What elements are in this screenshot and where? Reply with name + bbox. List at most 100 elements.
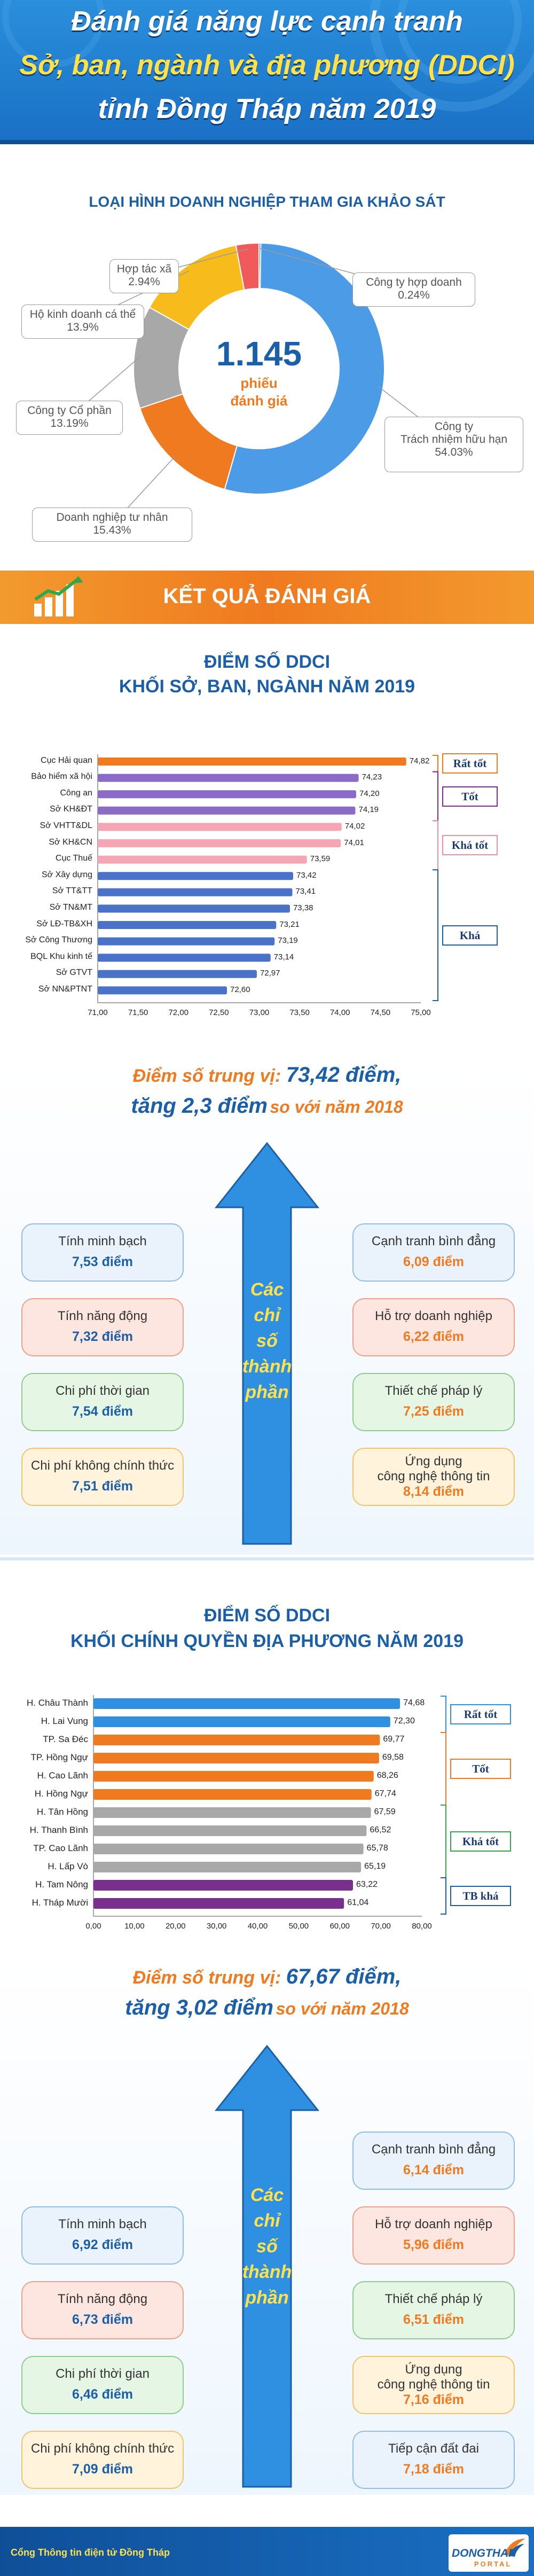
- bar-value-label: 63,22: [356, 1880, 378, 1889]
- donut-label-box-4: Hộ kinh doanh cá thể 13.9%: [21, 305, 144, 339]
- rank-bracket-1: [433, 771, 438, 822]
- dept-median-line-1: Điểm số trung vị: 73,42 điểm,: [0, 1063, 534, 1087]
- bar-value-label: 67,74: [374, 1789, 396, 1798]
- bar-0: [98, 758, 406, 766]
- title-line-1: Đánh giá năng lực cạnh tranh: [71, 6, 463, 37]
- bar-category-label: H. Tam Nông: [35, 1879, 88, 1890]
- x-tick-label: 20,00: [165, 1922, 186, 1931]
- bar-category-label: H. Hồng Ngự: [34, 1789, 88, 1799]
- bar-category-label: Sở NN&PTNT: [38, 984, 92, 994]
- bar-value-label: 74,23: [362, 772, 382, 782]
- bar-category-label: H. Thanh Bình: [29, 1825, 88, 1835]
- component-bubble: Thiết chế pháp lý 7,25 điểm: [352, 1373, 515, 1431]
- bar-value-label: 73,42: [296, 870, 317, 880]
- bar-value-label: 66,52: [370, 1825, 391, 1835]
- dongthap-portal-logo[interactable]: DONGTHAP PORTAL: [449, 2534, 529, 2572]
- arrow-word: số: [256, 2236, 278, 2257]
- dept-median-label: Điểm số trung vị:: [132, 1066, 281, 1086]
- logo-swoosh-icon: [504, 2539, 525, 2557]
- rank-bracket-2: [441, 1805, 446, 1878]
- bar-category-label: Sở KH&CN: [49, 837, 92, 847]
- bar-category-label: Sở Xây dựng: [41, 870, 92, 879]
- donut-label-box-5: Hợp tác xã 2.94%: [109, 259, 179, 293]
- bar-value-label: 73,41: [295, 887, 316, 896]
- up-arrow-icon: [214, 1142, 320, 1545]
- component-value: 8,14 điểm: [403, 1484, 464, 1499]
- component-label: Tiếp cận đất đai: [388, 2441, 479, 2456]
- local-median-section: Điểm số trung vị: 67,67 điểm, tăng 3,02 …: [0, 1961, 534, 2495]
- bar-6: [93, 1807, 371, 1818]
- donut-label-text: Hộ kinh doanh cá thể: [29, 308, 136, 321]
- rank-badge: Rất tốt: [450, 1704, 511, 1724]
- donut-center-label-1: phiếu: [240, 375, 278, 391]
- bar-5: [98, 839, 341, 847]
- bar-value-label: 74,20: [359, 789, 380, 798]
- bar-11: [98, 937, 275, 946]
- bar-1: [98, 774, 359, 782]
- rank-badge: Tốt: [450, 1759, 511, 1779]
- local-median-line-2: tăng 3,02 điểm so với năm 2018: [0, 1996, 534, 2020]
- bar-10: [98, 921, 277, 929]
- rank-badge: Tốt: [442, 786, 498, 807]
- donut-label-value: 54.03%: [435, 446, 473, 458]
- component-label: Chi phí thời gian: [56, 1384, 150, 1398]
- growth-chart-icon: [34, 576, 83, 616]
- dept-median-section: Điểm số trung vị: 73,42 điểm, tăng 2,3 đ…: [0, 1063, 534, 1555]
- local-title-1: ĐIỂM SỐ DDCI: [203, 1605, 331, 1626]
- donut-label-text: Doanh nghiệp tư nhân: [56, 511, 168, 524]
- bar-value-label: 61,04: [347, 1898, 369, 1907]
- bar-category-label: Sở Công Thương: [25, 935, 92, 945]
- bar-3: [93, 1753, 379, 1763]
- x-tick-label: 80,00: [412, 1922, 432, 1931]
- x-tick-label: 72,00: [168, 1008, 189, 1017]
- component-value: 5,96 điểm: [403, 2237, 464, 2252]
- bar-value-label: 73,21: [279, 919, 300, 929]
- donut-label-value: 15.43%: [93, 524, 131, 536]
- bar-category-label: TP. Cao Lãnh: [33, 1843, 88, 1853]
- bar-value-label: 73,59: [310, 854, 331, 864]
- arrow-word: phần: [245, 2288, 289, 2308]
- bar-category-label: Sở TT&TT: [52, 886, 92, 896]
- rank-badge: Khá tốt: [450, 1831, 511, 1852]
- donut-label-text: Công ty Cổ phần: [27, 404, 112, 417]
- donut-center-label-2: đánh giá: [230, 393, 288, 409]
- component-bubble: Chi phí thời gian 6,46 điểm: [21, 2356, 184, 2414]
- footer-source: Cổng Thông tin điện tử Đồng Tháp: [11, 2547, 170, 2558]
- donut-label-text: Trách nhiệm hữu hạn: [400, 433, 508, 446]
- x-tick-label: 72,50: [209, 1008, 229, 1017]
- arrow-word: Các: [250, 2185, 284, 2205]
- bar-8: [98, 888, 293, 896]
- dept-title-1: ĐIỂM SỐ DDCI: [203, 652, 331, 672]
- bar-value-label: 73,14: [273, 952, 294, 962]
- dept-bar-chart: Cục Hải quan 74,82 Bảo hiểm xã hội 74,23 Côn…: [0, 625, 534, 1058]
- component-value: 6,22 điểm: [403, 1329, 464, 1344]
- title-line-3: tỉnh Đồng Tháp năm 2019: [98, 93, 436, 124]
- bar-value-label: 72,30: [393, 1716, 415, 1726]
- component-arrow-graphic: [214, 2044, 320, 2488]
- x-tick-label: 74,50: [370, 1008, 391, 1017]
- local-median-value: 67,67 điểm,: [286, 1965, 402, 1988]
- bar-7: [93, 1825, 367, 1836]
- bar-value-label: 72,97: [260, 969, 280, 978]
- arrow-word: thành: [242, 2262, 292, 2282]
- bar-category-label: TP. Hồng Ngự: [30, 1752, 88, 1762]
- component-label: Ứng dụng: [405, 2362, 462, 2377]
- bar-category-label: Sở LĐ-TB&XH: [36, 919, 92, 928]
- bar-value-label: 73,38: [293, 903, 313, 912]
- bar-category-label: BQL Khu kinh tế: [30, 951, 92, 961]
- arrow-word: Các: [250, 1279, 284, 1300]
- component-bubble: Chi phí thời gian 7,54 điểm: [21, 1373, 184, 1431]
- bar-category-label: Công an: [60, 788, 93, 798]
- bar-12: [98, 954, 271, 962]
- arrow-word: phần: [245, 1382, 289, 1402]
- x-tick-label: 71,00: [88, 1008, 108, 1017]
- bar-category-label: Sở VHTT&DL: [40, 821, 92, 830]
- component-value: 6,09 điểm: [403, 1254, 464, 1269]
- bar-value-label: 65,19: [364, 1862, 386, 1871]
- bar-category-label: H. Lai Vung: [41, 1716, 88, 1726]
- component-value: 6,73 điểm: [72, 2312, 133, 2327]
- dept-median-value: 73,42 điểm,: [286, 1063, 402, 1087]
- bar-value-label: 72,60: [230, 985, 250, 994]
- dept-median-increase: tăng 2,3 điểm: [131, 1094, 268, 1118]
- rank-badge: TB khá: [450, 1886, 511, 1906]
